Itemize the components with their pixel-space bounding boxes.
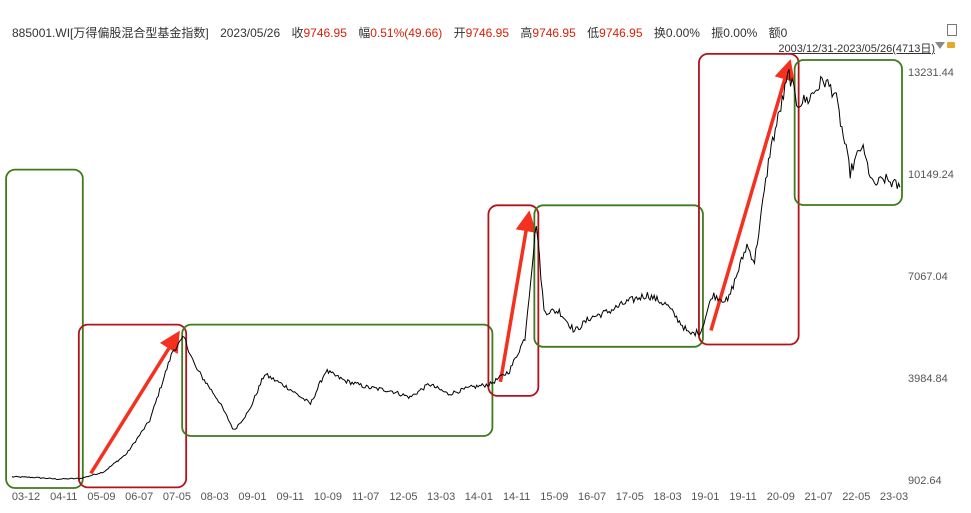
x-tick-label: 09-11 xyxy=(277,491,304,503)
flat-box xyxy=(181,323,494,437)
x-tick-label: 19-01 xyxy=(691,491,719,503)
line-layer xyxy=(11,69,901,481)
x-tick-label: 08-03 xyxy=(201,491,229,503)
open-value: 9746.95 xyxy=(465,26,510,40)
flat-box xyxy=(533,204,704,348)
x-tick-label: 04-11 xyxy=(50,491,77,503)
turnover-value: 0.00% xyxy=(665,26,700,40)
x-tick-label: 22-05 xyxy=(842,491,870,503)
rise-box xyxy=(698,52,800,346)
rise-arrow xyxy=(709,59,795,332)
change-label: 幅 xyxy=(358,26,371,40)
x-tick-label: 06-07 xyxy=(125,491,153,503)
x-tick-label: 14-11 xyxy=(503,491,530,503)
x-tick-label: 18-03 xyxy=(653,491,681,503)
date-range-selector[interactable]: 2003/12/31-2023/05/26(4713日) xyxy=(778,43,935,55)
x-tick-label: 21-07 xyxy=(804,491,832,503)
turnover-label: 换 xyxy=(653,26,666,40)
y-tick-label: 3984.84 xyxy=(908,373,948,385)
open-label: 开 xyxy=(453,26,466,40)
amplitude-label: 振 xyxy=(711,26,724,40)
flat-box xyxy=(5,168,84,489)
lock-icon[interactable] xyxy=(947,42,955,48)
x-tick-label: 05-09 xyxy=(87,491,115,503)
low-label: 低 xyxy=(587,26,600,40)
x-tick-label: 12-05 xyxy=(389,491,417,503)
price-line xyxy=(11,69,901,481)
price-chart[interactable]: 13231.44 10149.24 7067.04 3984.84 902.64 03-1… xyxy=(0,50,971,513)
x-tick-label: 20-09 xyxy=(767,491,795,503)
index-code-name[interactable]: 885001.WI[万得偏股混合型基金指数] xyxy=(12,26,209,40)
x-tick-label: 07-05 xyxy=(163,491,191,503)
rise-box xyxy=(487,204,540,397)
x-tick-label: 14-01 xyxy=(465,491,493,503)
x-tick-label: 15-09 xyxy=(540,491,568,503)
rise-box xyxy=(77,323,188,489)
change-value: 0.51%(49.66) xyxy=(370,26,443,40)
y-tick-label: 13231.44 xyxy=(908,67,954,79)
rise-arrow xyxy=(89,330,180,475)
low-value: 9746.95 xyxy=(599,26,643,40)
y-tick-label: 7067.04 xyxy=(908,271,948,283)
axis-layer: 13231.44 10149.24 7067.04 3984.84 902.64 03-1… xyxy=(12,67,954,503)
x-tick-label: 17-05 xyxy=(616,491,644,503)
x-tick-label: 03-12 xyxy=(12,491,40,503)
close-label: 收 xyxy=(291,26,304,40)
x-tick-label: 19-11 xyxy=(729,491,756,503)
window-icon[interactable] xyxy=(947,24,957,36)
rise-arrow xyxy=(498,210,537,383)
amplitude-value: 0.00% xyxy=(723,26,758,40)
flat-box xyxy=(793,59,903,206)
annotation-layer xyxy=(5,52,903,489)
x-tick-label: 16-07 xyxy=(578,491,606,503)
y-tick-label: 10149.24 xyxy=(908,169,954,181)
chart-header: 885001.WI[万得偏股混合型基金指数] 2023/05/26 收9746.… xyxy=(0,0,971,40)
high-value: 9746.95 xyxy=(532,26,576,40)
quote-date: 2023/05/26 xyxy=(220,26,281,40)
amount-value: 0 xyxy=(780,26,788,40)
close-value: 9746.95 xyxy=(303,26,347,40)
amount-label: 额 xyxy=(768,26,781,40)
x-tick-label: 13-03 xyxy=(427,491,455,503)
x-tick-label: 23-03 xyxy=(880,491,908,503)
quote-summary: 885001.WI[万得偏股混合型基金指数] 2023/05/26 收9746.… xyxy=(12,24,787,41)
dropdown-arrow-icon[interactable] xyxy=(935,42,945,49)
x-tick-label: 11-07 xyxy=(352,491,379,503)
x-tick-label: 09-01 xyxy=(238,491,266,503)
x-tick-label: 10-09 xyxy=(314,491,342,503)
y-tick-label: 902.64 xyxy=(908,475,942,487)
high-label: 高 xyxy=(520,26,533,40)
